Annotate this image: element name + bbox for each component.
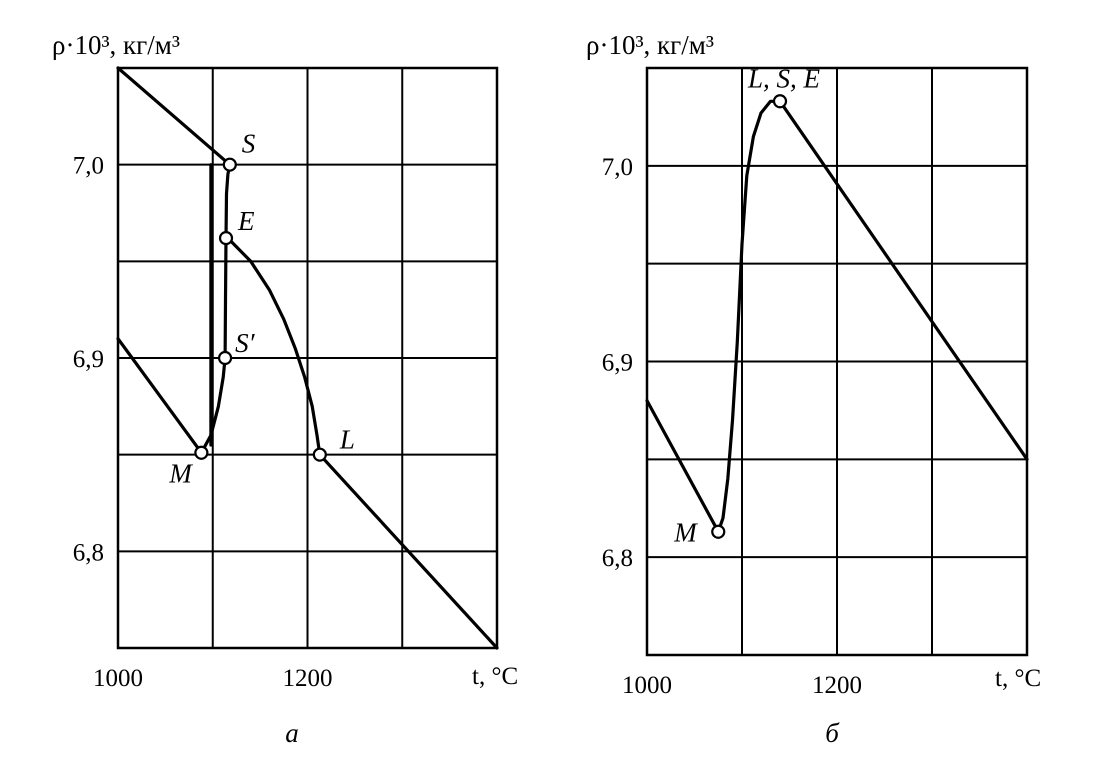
point-label-a-1: E	[237, 206, 255, 236]
y-axis-title-a: ρ·10³, кг/м³	[52, 30, 180, 60]
point-label-a-0: S	[242, 129, 256, 159]
y-tick-label-b-3: 6,9	[602, 350, 633, 377]
point-marker-a-2	[217, 350, 233, 366]
x-axis-title-a: t, °C	[472, 663, 518, 690]
point-label-b-1: M	[673, 518, 698, 548]
y-tick-label-a-5: 7,0	[73, 153, 104, 180]
plot-frame-b	[645, 66, 1029, 657]
panel-label-b: б	[825, 718, 840, 748]
point-label-a-4: L	[339, 425, 355, 455]
x-axis-title-b: t, °C	[995, 665, 1041, 692]
series-line-a-0	[116, 66, 232, 167]
points-group-b: L, S, E M	[673, 63, 820, 547]
x-tick-label-a-2: 1200	[283, 665, 333, 692]
point-marker-a-0	[222, 157, 237, 172]
y-tick-label-b-5: 7,0	[602, 154, 633, 181]
panel-label-a: а	[285, 718, 299, 748]
y-tick-label-a-3: 6,9	[73, 346, 104, 373]
point-label-a-2: S′	[235, 328, 256, 358]
point-marker-b-0	[772, 94, 788, 109]
y-tick-label-b-1: 6,8	[602, 545, 633, 572]
point-marker-a-4	[312, 447, 327, 462]
series-line-a-3	[226, 236, 322, 457]
series-line-a-2	[199, 163, 232, 455]
plot-frame-a	[116, 66, 499, 650]
x-tick-label-b-0: 1000	[622, 672, 672, 699]
x-tick-label-b-2: 1200	[812, 672, 862, 699]
series-line-b-0	[645, 399, 720, 534]
point-marker-a-3	[194, 445, 209, 460]
grid-a	[117, 67, 498, 649]
series-line-a-1	[116, 337, 203, 455]
grid-b	[646, 67, 1028, 656]
series-line-a-4	[318, 453, 499, 650]
point-marker-b-1	[711, 524, 726, 539]
point-label-a-3: M	[168, 459, 193, 489]
x-tick-label-a-0: 1000	[93, 665, 143, 692]
series-line-b-2	[778, 99, 1029, 461]
point-marker-a-1	[218, 231, 234, 246]
series-group-a	[116, 66, 499, 650]
points-group-a: S E S′ M L	[168, 129, 354, 489]
y-axis-title-b: ρ·10³, кг/м³	[586, 30, 714, 60]
tick-labels-b: 1000 1200 6,8 6,9 7,0	[602, 154, 862, 699]
chart-panel-a: S E S′ M L 1000 1200 6,8 6,9 7,0 ρ·10³, кг/м³ t,…	[52, 30, 518, 748]
series-line-b-1	[716, 99, 782, 534]
point-label-b-0: L, S, E	[747, 63, 821, 93]
series-group-b	[645, 99, 1029, 534]
tick-labels-a: 1000 1200 6,8 6,9 7,0	[73, 153, 333, 692]
y-tick-label-a-1: 6,8	[73, 539, 104, 566]
